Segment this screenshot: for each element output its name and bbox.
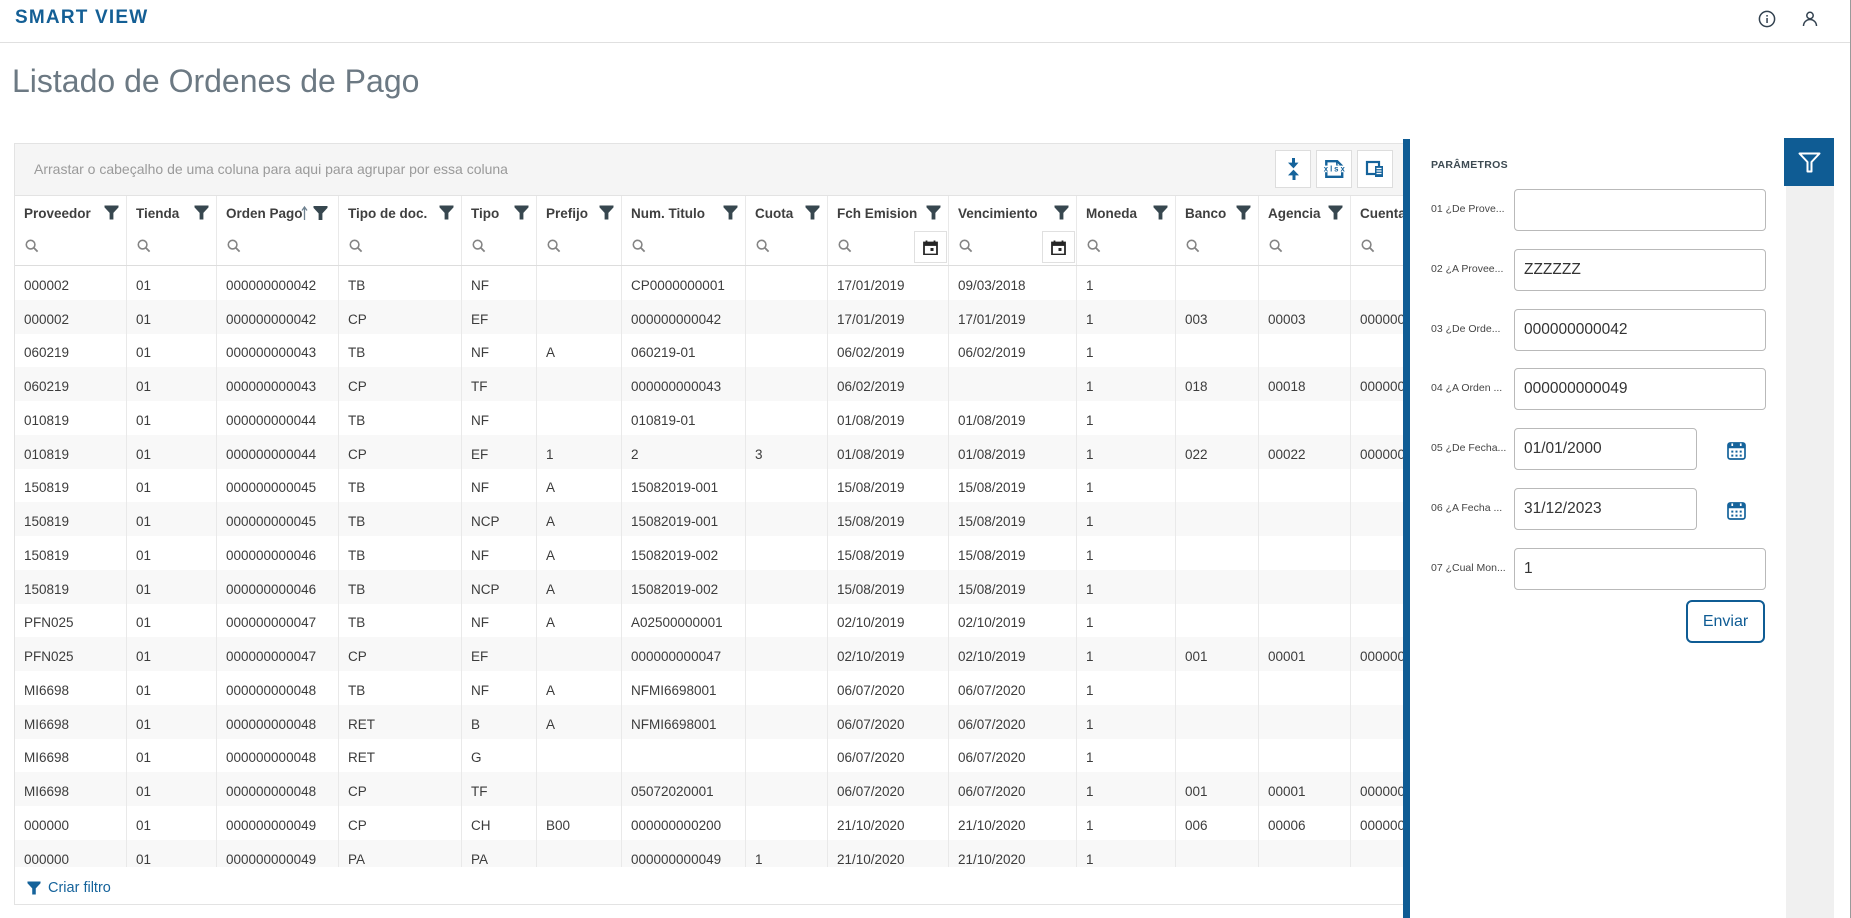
svg-text:xlsx: xlsx bbox=[1323, 164, 1345, 173]
